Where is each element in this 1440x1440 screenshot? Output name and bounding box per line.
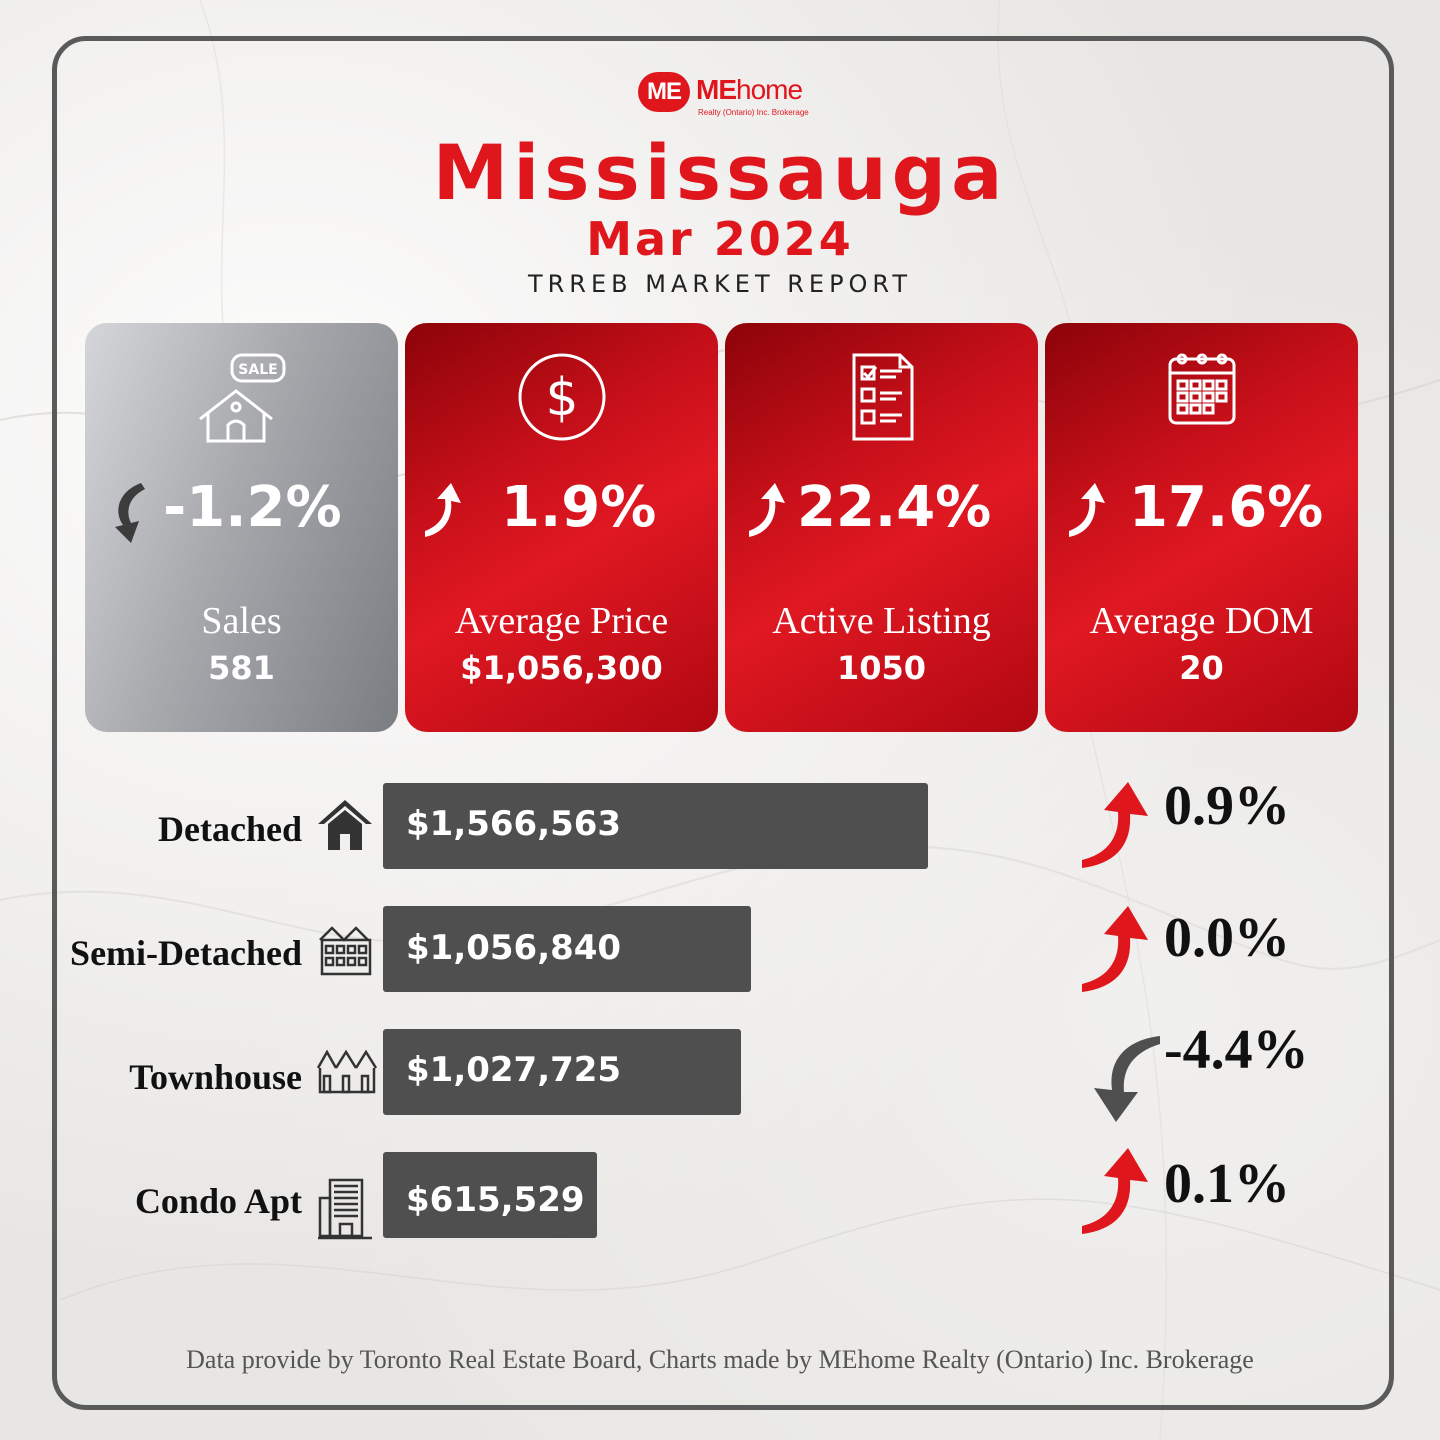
- change-down-arrow-icon: [1094, 1036, 1160, 1122]
- row-label-condo-apt: Condo Apt: [134, 1181, 302, 1221]
- average-price-card: $ 1.9% Average Price $1,056,300: [405, 323, 718, 732]
- semi-detached-icon: [319, 926, 372, 976]
- bar-value-detached: $1,566,563: [406, 804, 622, 844]
- down-arrow-icon: [115, 483, 145, 543]
- bar-value-townhouse: $1,027,725: [406, 1050, 622, 1090]
- svg-text:SALE: SALE: [238, 362, 277, 378]
- change-detached: 0.9%: [1164, 775, 1290, 837]
- average-dom-label: Average DOM: [1089, 600, 1314, 642]
- change-townhouse: -4.4%: [1164, 1019, 1309, 1081]
- change-up-arrow-icon: [1082, 782, 1148, 868]
- report-name: TRREB MARKET REPORT: [527, 270, 913, 298]
- average-price-label: Average Price: [454, 600, 669, 642]
- logo-mark: ME: [638, 72, 690, 112]
- row-label-townhouse: Townhouse: [129, 1057, 302, 1097]
- house-icon: [318, 800, 372, 850]
- footer-credit: Data provide by Toronto Real Estate Boar…: [186, 1345, 1254, 1374]
- row-label-detached: Detached: [158, 809, 302, 849]
- mehome-logo: ME MEhome Realty (Ontario) Inc. Brokerag…: [638, 70, 838, 122]
- sales-change: -1.2%: [163, 475, 342, 540]
- townhouse-icon: [316, 1049, 378, 1094]
- change-semi-detached: 0.0%: [1164, 907, 1290, 969]
- active-listing-value: 1050: [836, 649, 927, 687]
- up-arrow-icon: [425, 483, 461, 537]
- average-dom-card: 17.6% Average DOM 20: [1045, 323, 1358, 732]
- checklist-icon: [725, 351, 1038, 443]
- dollar-icon: $: [405, 351, 718, 443]
- logo-text: MEhome: [696, 74, 803, 105]
- change-up-arrow-icon: [1082, 1148, 1148, 1234]
- page-title: Mississauga: [432, 128, 1008, 217]
- sales-value: 581: [208, 649, 275, 687]
- condo-building-icon: [318, 1178, 372, 1240]
- average-dom-change: 17.6%: [1129, 475, 1324, 540]
- sale-house-icon: SALE: [85, 351, 398, 443]
- active-listing-card: 22.4% Active Listing 1050: [725, 323, 1038, 732]
- average-dom-value: 20: [1179, 649, 1224, 687]
- svg-text:$: $: [545, 368, 578, 428]
- bar-semi-detached: [383, 906, 751, 992]
- calendar-icon: [1045, 351, 1358, 443]
- active-listing-label: Active Listing: [772, 600, 991, 642]
- change-condo-apt: 0.1%: [1164, 1153, 1290, 1215]
- bar-condo-apt: [383, 1152, 597, 1238]
- up-arrow-icon: [1069, 483, 1105, 537]
- card-frame: [52, 36, 1394, 1410]
- active-listing-change: 22.4%: [797, 475, 992, 540]
- average-price-change: 1.9%: [501, 475, 657, 540]
- row-label-semi-detached: Semi-Detached: [70, 933, 302, 973]
- bar-value-condo-apt: $615,529: [406, 1180, 585, 1220]
- average-price-value: $1,056,300: [460, 649, 663, 687]
- bar-townhouse: [383, 1029, 741, 1115]
- sales-card: SALE -1.2% Sales 581: [85, 323, 398, 732]
- sales-label: Sales: [201, 600, 282, 642]
- change-up-arrow-icon: [1082, 906, 1148, 992]
- logo-subtext: Realty (Ontario) Inc. Brokerage: [698, 108, 809, 117]
- report-period: Mar 2024: [586, 212, 854, 266]
- bar-value-semi-detached: $1,056,840: [406, 928, 622, 968]
- up-arrow-icon: [749, 483, 785, 537]
- bar-detached: [383, 783, 928, 869]
